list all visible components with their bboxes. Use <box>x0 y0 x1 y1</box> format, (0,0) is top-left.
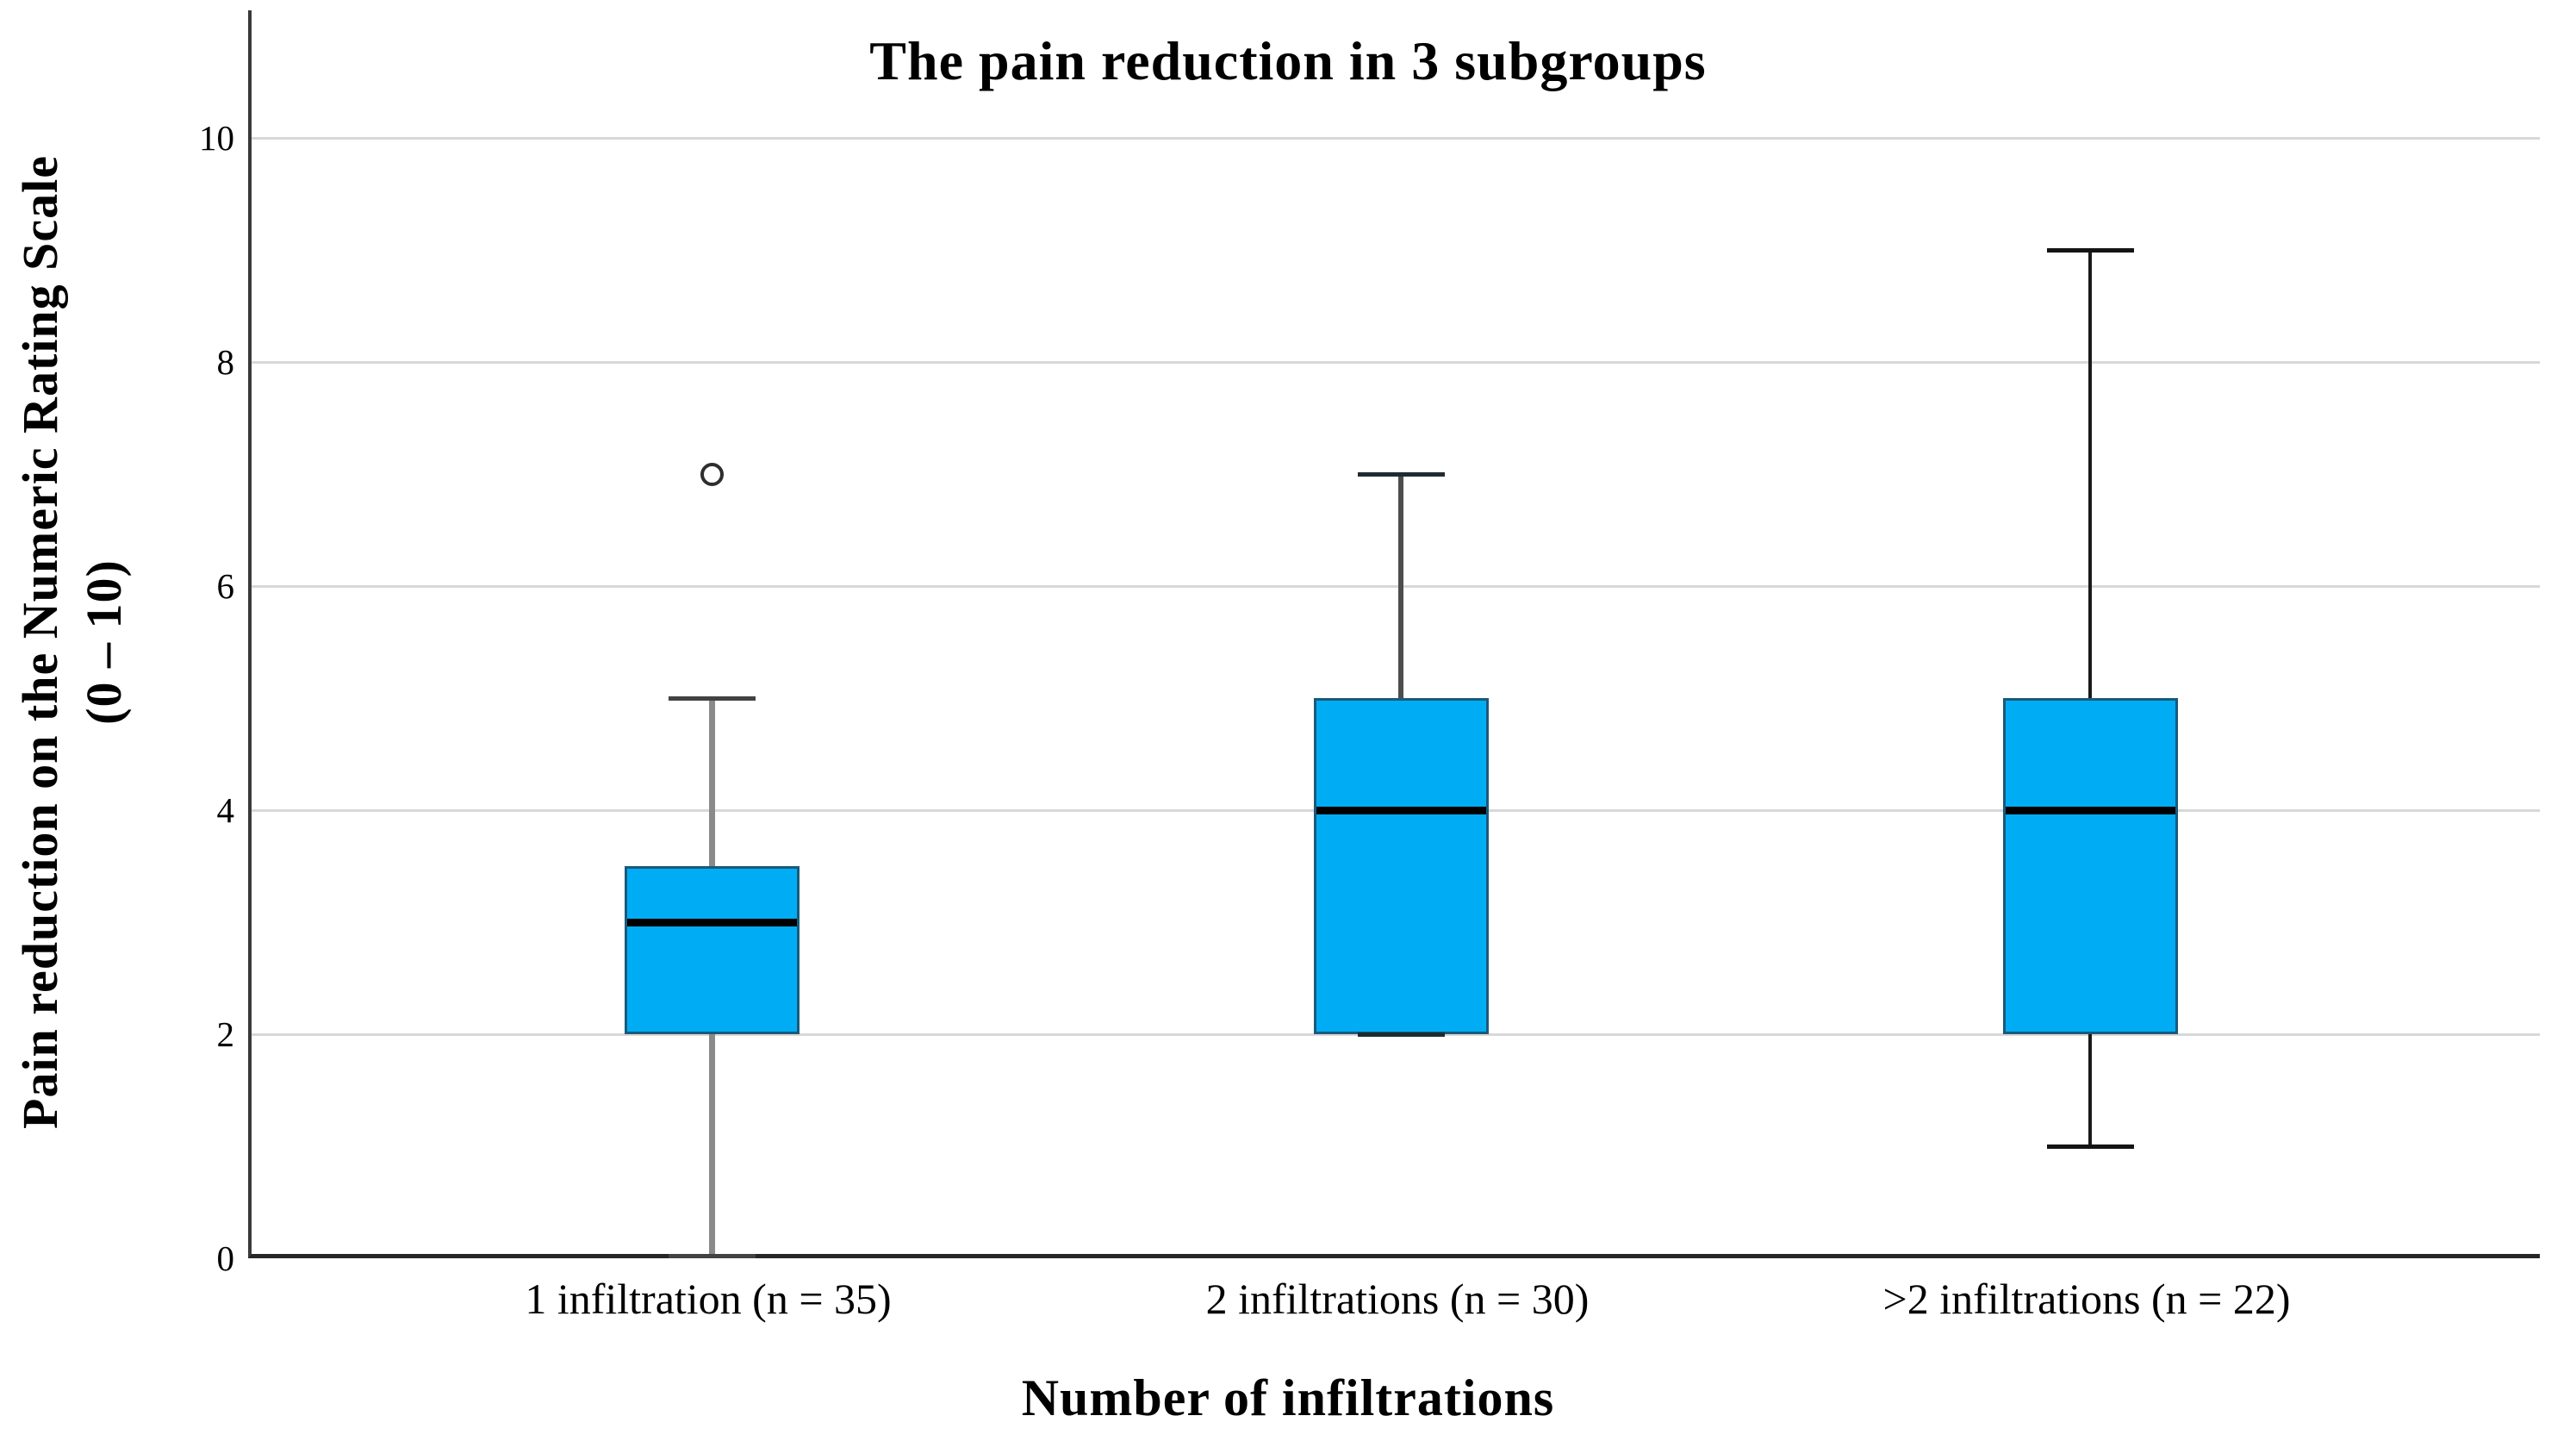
y-tick-label: 4 <box>216 790 235 830</box>
x-category-label: 1 infiltration (n = 35) <box>525 1275 892 1323</box>
gridline <box>252 584 2540 588</box>
whisker-cap <box>1357 472 1445 477</box>
x-axis-title: Number of infiltrations <box>1021 1369 1555 1426</box>
y-tick-label: 10 <box>199 118 234 158</box>
y-axis-title-line1: Pain reduction on the Numeric Rating Sca… <box>12 155 68 1129</box>
whisker-cap <box>2046 248 2134 253</box>
box-rect <box>624 866 800 1034</box>
y-tick-label: 2 <box>216 1014 235 1054</box>
plot-area <box>248 10 2540 1258</box>
y-tick-label: 8 <box>216 342 235 382</box>
median-line <box>2005 806 2175 814</box>
y-axis-title-line2: (0 – 10) <box>76 559 132 725</box>
y-tick-label: 0 <box>216 1238 235 1278</box>
whisker-cap <box>668 1254 756 1258</box>
box-rect <box>1313 698 1489 1034</box>
whisker-cap <box>668 696 756 701</box>
y-axis-title: Pain reduction on the Numeric Rating Sca… <box>9 13 136 1271</box>
gridline <box>252 136 2540 140</box>
whisker-cap <box>1357 1032 1445 1037</box>
box-rect <box>2002 698 2178 1034</box>
gridline <box>252 360 2540 364</box>
x-category-label: 2 infiltrations (n = 30) <box>1205 1275 1590 1323</box>
x-category-label: >2 infiltrations (n = 22) <box>1882 1275 2291 1323</box>
whisker-cap <box>2046 1145 2134 1149</box>
outlier-point <box>700 462 724 486</box>
y-tick-label: 6 <box>216 566 235 606</box>
median-line <box>626 918 797 926</box>
median-line <box>1316 806 1486 814</box>
chart-title: The pain reduction in 3 subgroups <box>869 30 1707 91</box>
